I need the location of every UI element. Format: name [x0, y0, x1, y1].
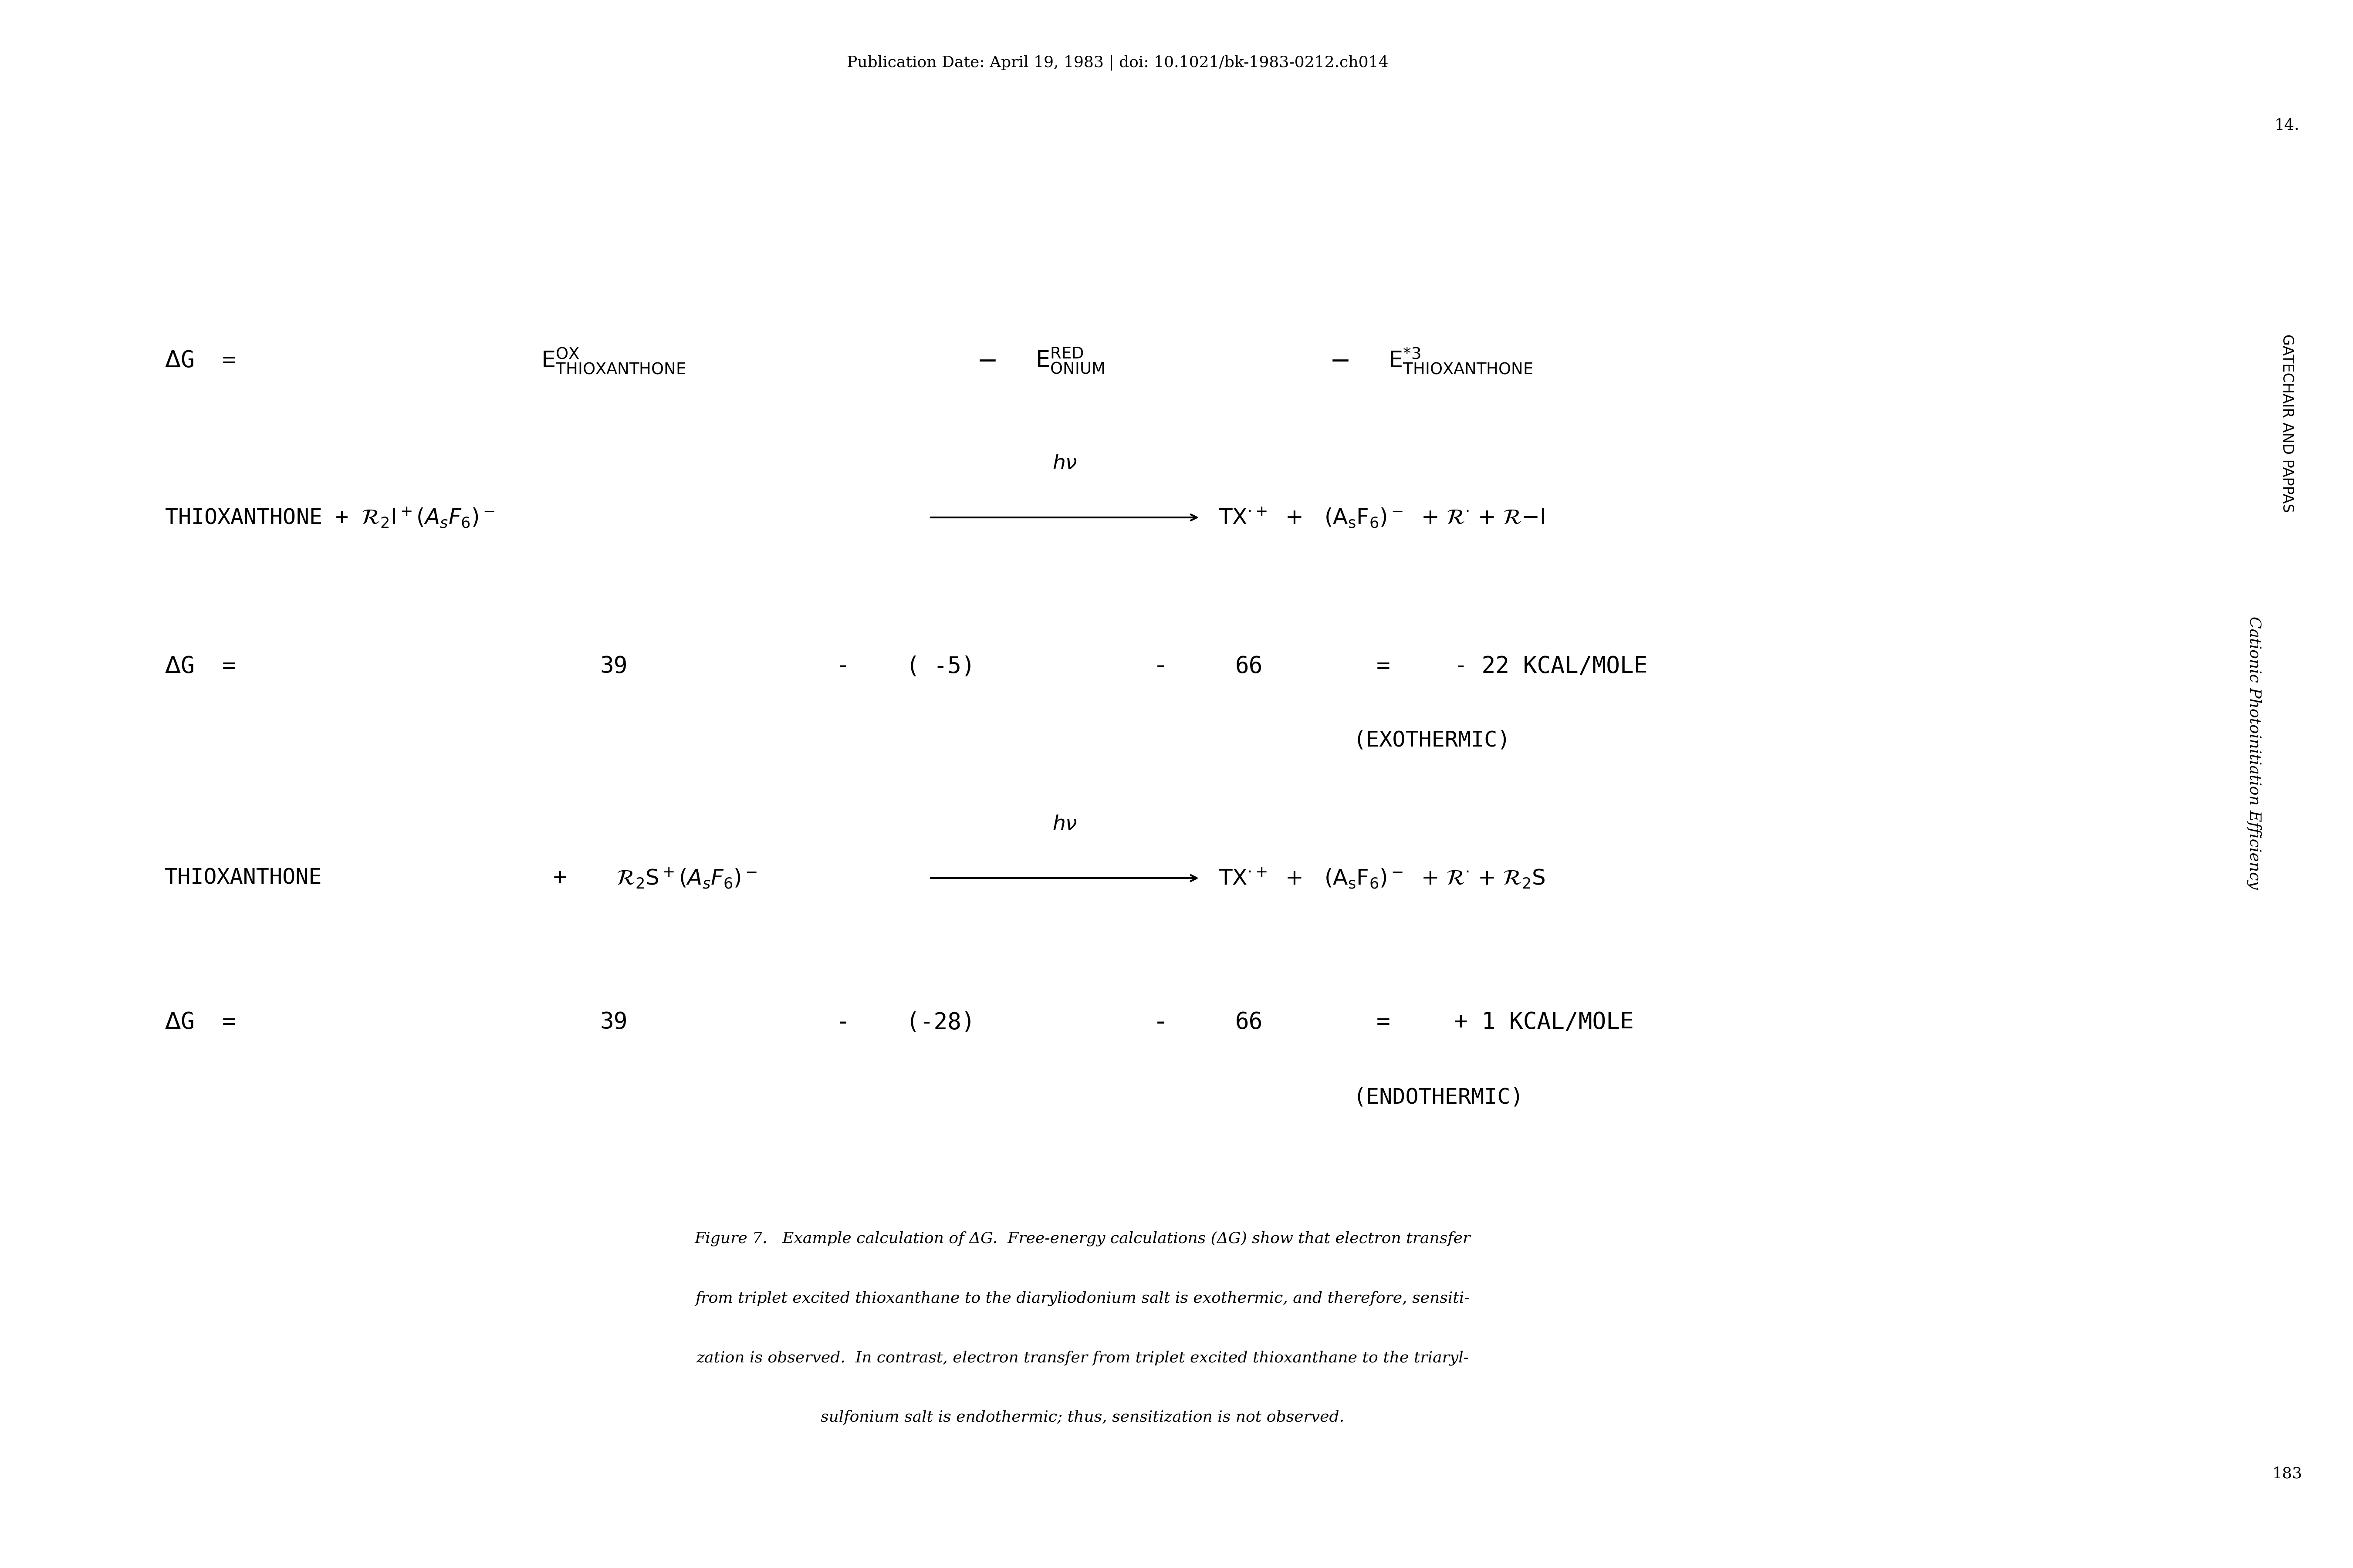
Text: $h\nu$: $h\nu$ — [1052, 815, 1078, 834]
Text: $h\nu$: $h\nu$ — [1052, 455, 1078, 474]
Text: (-28): (-28) — [906, 1011, 974, 1033]
Text: $-$: $-$ — [976, 348, 995, 373]
Text: $\mathsf{E^{*3}_{THIOXANTHONE}}$: $\mathsf{E^{*3}_{THIOXANTHONE}}$ — [1388, 347, 1534, 375]
Text: $\Delta$G  =: $\Delta$G = — [165, 655, 235, 677]
Text: Figure 7.   Example calculation of ΔG.  Free-energy calculations (ΔG) show that : Figure 7. Example calculation of ΔG. Fre… — [694, 1231, 1471, 1247]
Text: GATECHAIR AND PAPPAS: GATECHAIR AND PAPPAS — [2280, 334, 2294, 513]
Text: THIOXANTHONE: THIOXANTHONE — [165, 867, 322, 889]
Text: $\mathsf{E^{RED}_{ONIUM}}$: $\mathsf{E^{RED}_{ONIUM}}$ — [1035, 347, 1104, 375]
Text: 14.: 14. — [2275, 118, 2299, 133]
Text: $\mathrm{TX^{\cdot +}}$  +   $\mathrm{(A_sF_6)^-}$  + $\mathcal{R}^{\cdot}$ + $\: $\mathrm{TX^{\cdot +}}$ + $\mathrm{(A_sF… — [1219, 867, 1546, 889]
Text: 66: 66 — [1235, 655, 1264, 677]
Text: $-$: $-$ — [1329, 348, 1348, 373]
Text: sulfonium salt is endothermic; thus, sensitization is not observed.: sulfonium salt is endothermic; thus, sen… — [821, 1410, 1344, 1425]
Text: Publication Date: April 19, 1983 | doi: 10.1021/bk-1983-0212.ch014: Publication Date: April 19, 1983 | doi: … — [847, 55, 1388, 71]
Text: Cationic Photoinitiation Efficiency: Cationic Photoinitiation Efficiency — [2247, 616, 2261, 889]
Text: =: = — [1377, 1011, 1391, 1033]
Text: -: - — [835, 1010, 852, 1035]
Text: $\Delta$G  =: $\Delta$G = — [165, 350, 235, 372]
Text: =: = — [1377, 655, 1391, 677]
Text: - 22 KCAL/MOLE: - 22 KCAL/MOLE — [1454, 655, 1647, 677]
Text: 39: 39 — [600, 655, 628, 677]
Text: +: + — [553, 867, 567, 889]
Text: 183: 183 — [2273, 1466, 2301, 1482]
Text: $\Delta$G  =: $\Delta$G = — [165, 1011, 235, 1033]
Text: ( -5): ( -5) — [906, 655, 974, 677]
Text: + 1 KCAL/MOLE: + 1 KCAL/MOLE — [1454, 1011, 1633, 1033]
Text: 66: 66 — [1235, 1011, 1264, 1033]
Text: from triplet excited thioxanthane to the diaryliodonium salt is exothermic, and : from triplet excited thioxanthane to the… — [694, 1290, 1471, 1306]
Text: $\mathcal{R}_2\mathrm{S}^+(A_sF_6)^-$: $\mathcal{R}_2\mathrm{S}^+(A_sF_6)^-$ — [616, 867, 758, 889]
Text: $\mathsf{E^{OX}_{THIOXANTHONE}}$: $\mathsf{E^{OX}_{THIOXANTHONE}}$ — [541, 347, 687, 375]
Text: -: - — [835, 654, 852, 679]
Text: THIOXANTHONE + $\mathcal{R}_2\mathrm{I}^+(A_sF_6)^-$: THIOXANTHONE + $\mathcal{R}_2\mathrm{I}^… — [165, 506, 494, 528]
Text: zation is observed.  In contrast, electron transfer from triplet excited thioxan: zation is observed. In contrast, electro… — [696, 1350, 1468, 1366]
Text: -: - — [1153, 654, 1169, 679]
Text: $\mathrm{TX^{\cdot +}}$  +   $\mathrm{(A_sF_6)^-}$  + $\mathcal{R}^{\cdot}$ + $\: $\mathrm{TX^{\cdot +}}$ + $\mathrm{(A_sF… — [1219, 506, 1546, 528]
Text: -: - — [1153, 1010, 1169, 1035]
Text: (ENDOTHERMIC): (ENDOTHERMIC) — [1353, 1087, 1522, 1109]
Text: 39: 39 — [600, 1011, 628, 1033]
Text: (EXOTHERMIC): (EXOTHERMIC) — [1353, 729, 1511, 751]
